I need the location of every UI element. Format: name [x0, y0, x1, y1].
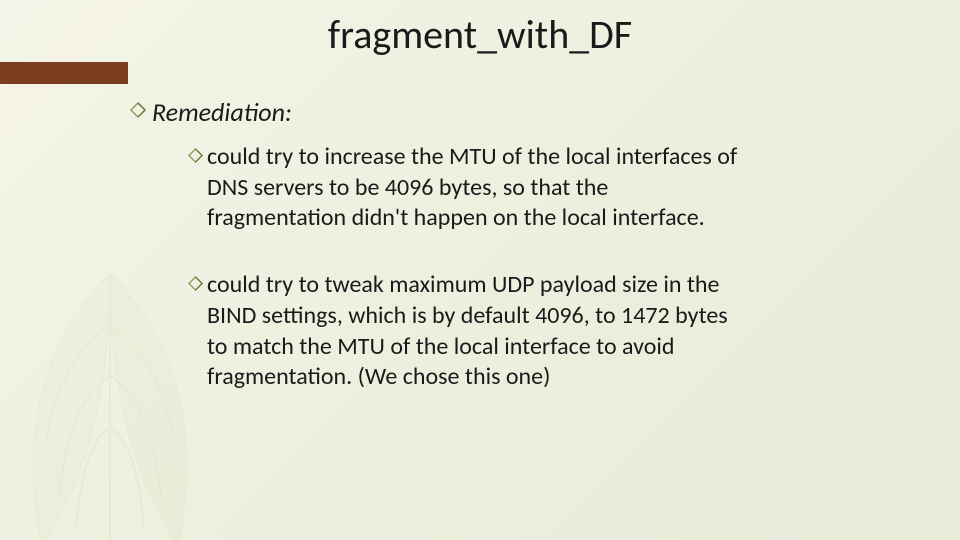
bullet-item: could try to tweak maximum UDP payload s…	[188, 270, 748, 393]
bullet-text: could try to increase the MTU of the loc…	[207, 142, 748, 234]
diamond-bullet-icon	[188, 148, 203, 163]
slide-title: fragment_with_DF	[0, 10, 960, 59]
heading-text: Remediation:	[152, 96, 292, 128]
diamond-bullet-icon	[188, 276, 203, 291]
diamond-bullet-icon	[130, 102, 146, 118]
heading-row: Remediation:	[130, 96, 860, 128]
slide-content: Remediation: could try to increase the M…	[130, 96, 860, 429]
accent-bar	[0, 62, 128, 84]
bullet-item: could try to increase the MTU of the loc…	[188, 142, 748, 234]
bullet-text: could try to tweak maximum UDP payload s…	[207, 270, 748, 393]
